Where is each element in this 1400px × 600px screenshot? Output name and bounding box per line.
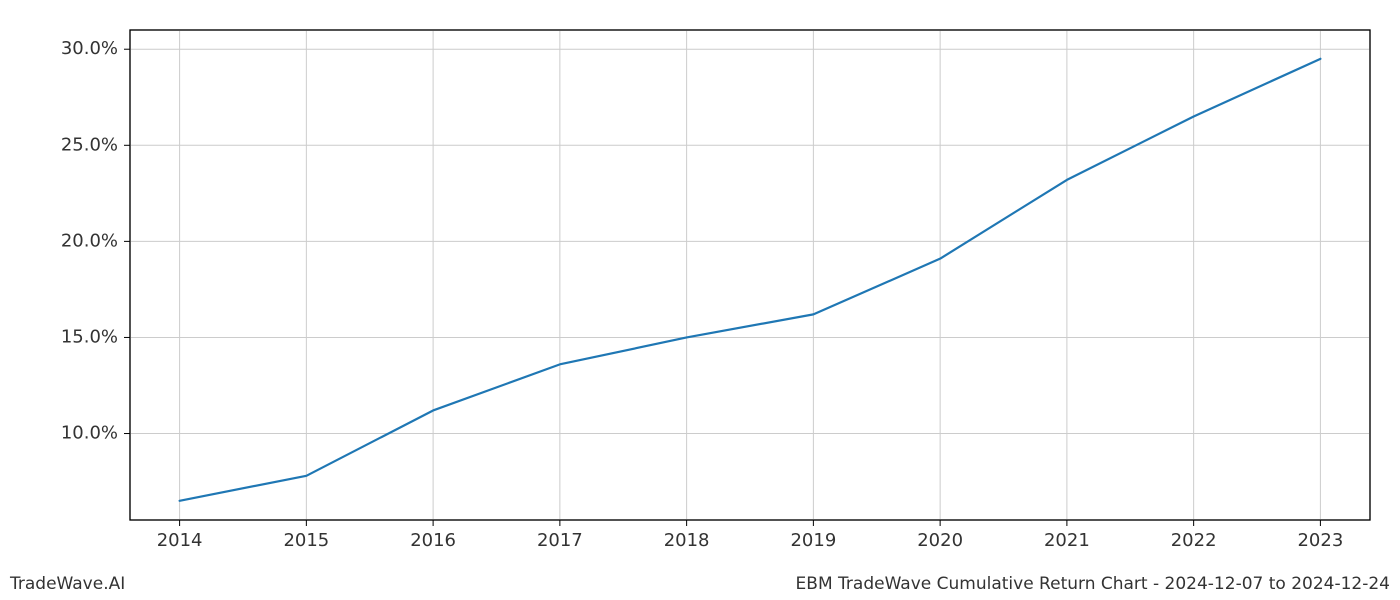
y-tick-label: 20.0%: [61, 230, 118, 251]
y-tick-label: 25.0%: [61, 134, 118, 155]
x-tick-label: 2015: [283, 530, 329, 551]
x-tick-label: 2018: [664, 530, 710, 551]
x-tick-label: 2014: [157, 530, 203, 551]
chart-background: [0, 0, 1400, 600]
footer-right-text: EBM TradeWave Cumulative Return Chart - …: [796, 574, 1390, 594]
x-tick-label: 2017: [537, 530, 583, 551]
y-tick-label: 30.0%: [61, 38, 118, 59]
x-tick-label: 2022: [1171, 530, 1217, 551]
x-tick-label: 2023: [1297, 530, 1343, 551]
x-tick-label: 2021: [1044, 530, 1090, 551]
x-tick-label: 2020: [917, 530, 963, 551]
y-tick-label: 15.0%: [61, 326, 118, 347]
line-chart: 10.0% 15.0% 20.0% 25.0% 30.0% 2014 2015 2016 201…: [0, 0, 1400, 600]
x-tick-label: 2016: [410, 530, 456, 551]
chart-container: 10.0% 15.0% 20.0% 25.0% 30.0% 2014 2015 2016 201…: [0, 0, 1400, 600]
x-tick-label: 2019: [790, 530, 836, 551]
y-tick-label: 10.0%: [61, 423, 118, 444]
footer-left-text: TradeWave.AI: [10, 574, 125, 594]
